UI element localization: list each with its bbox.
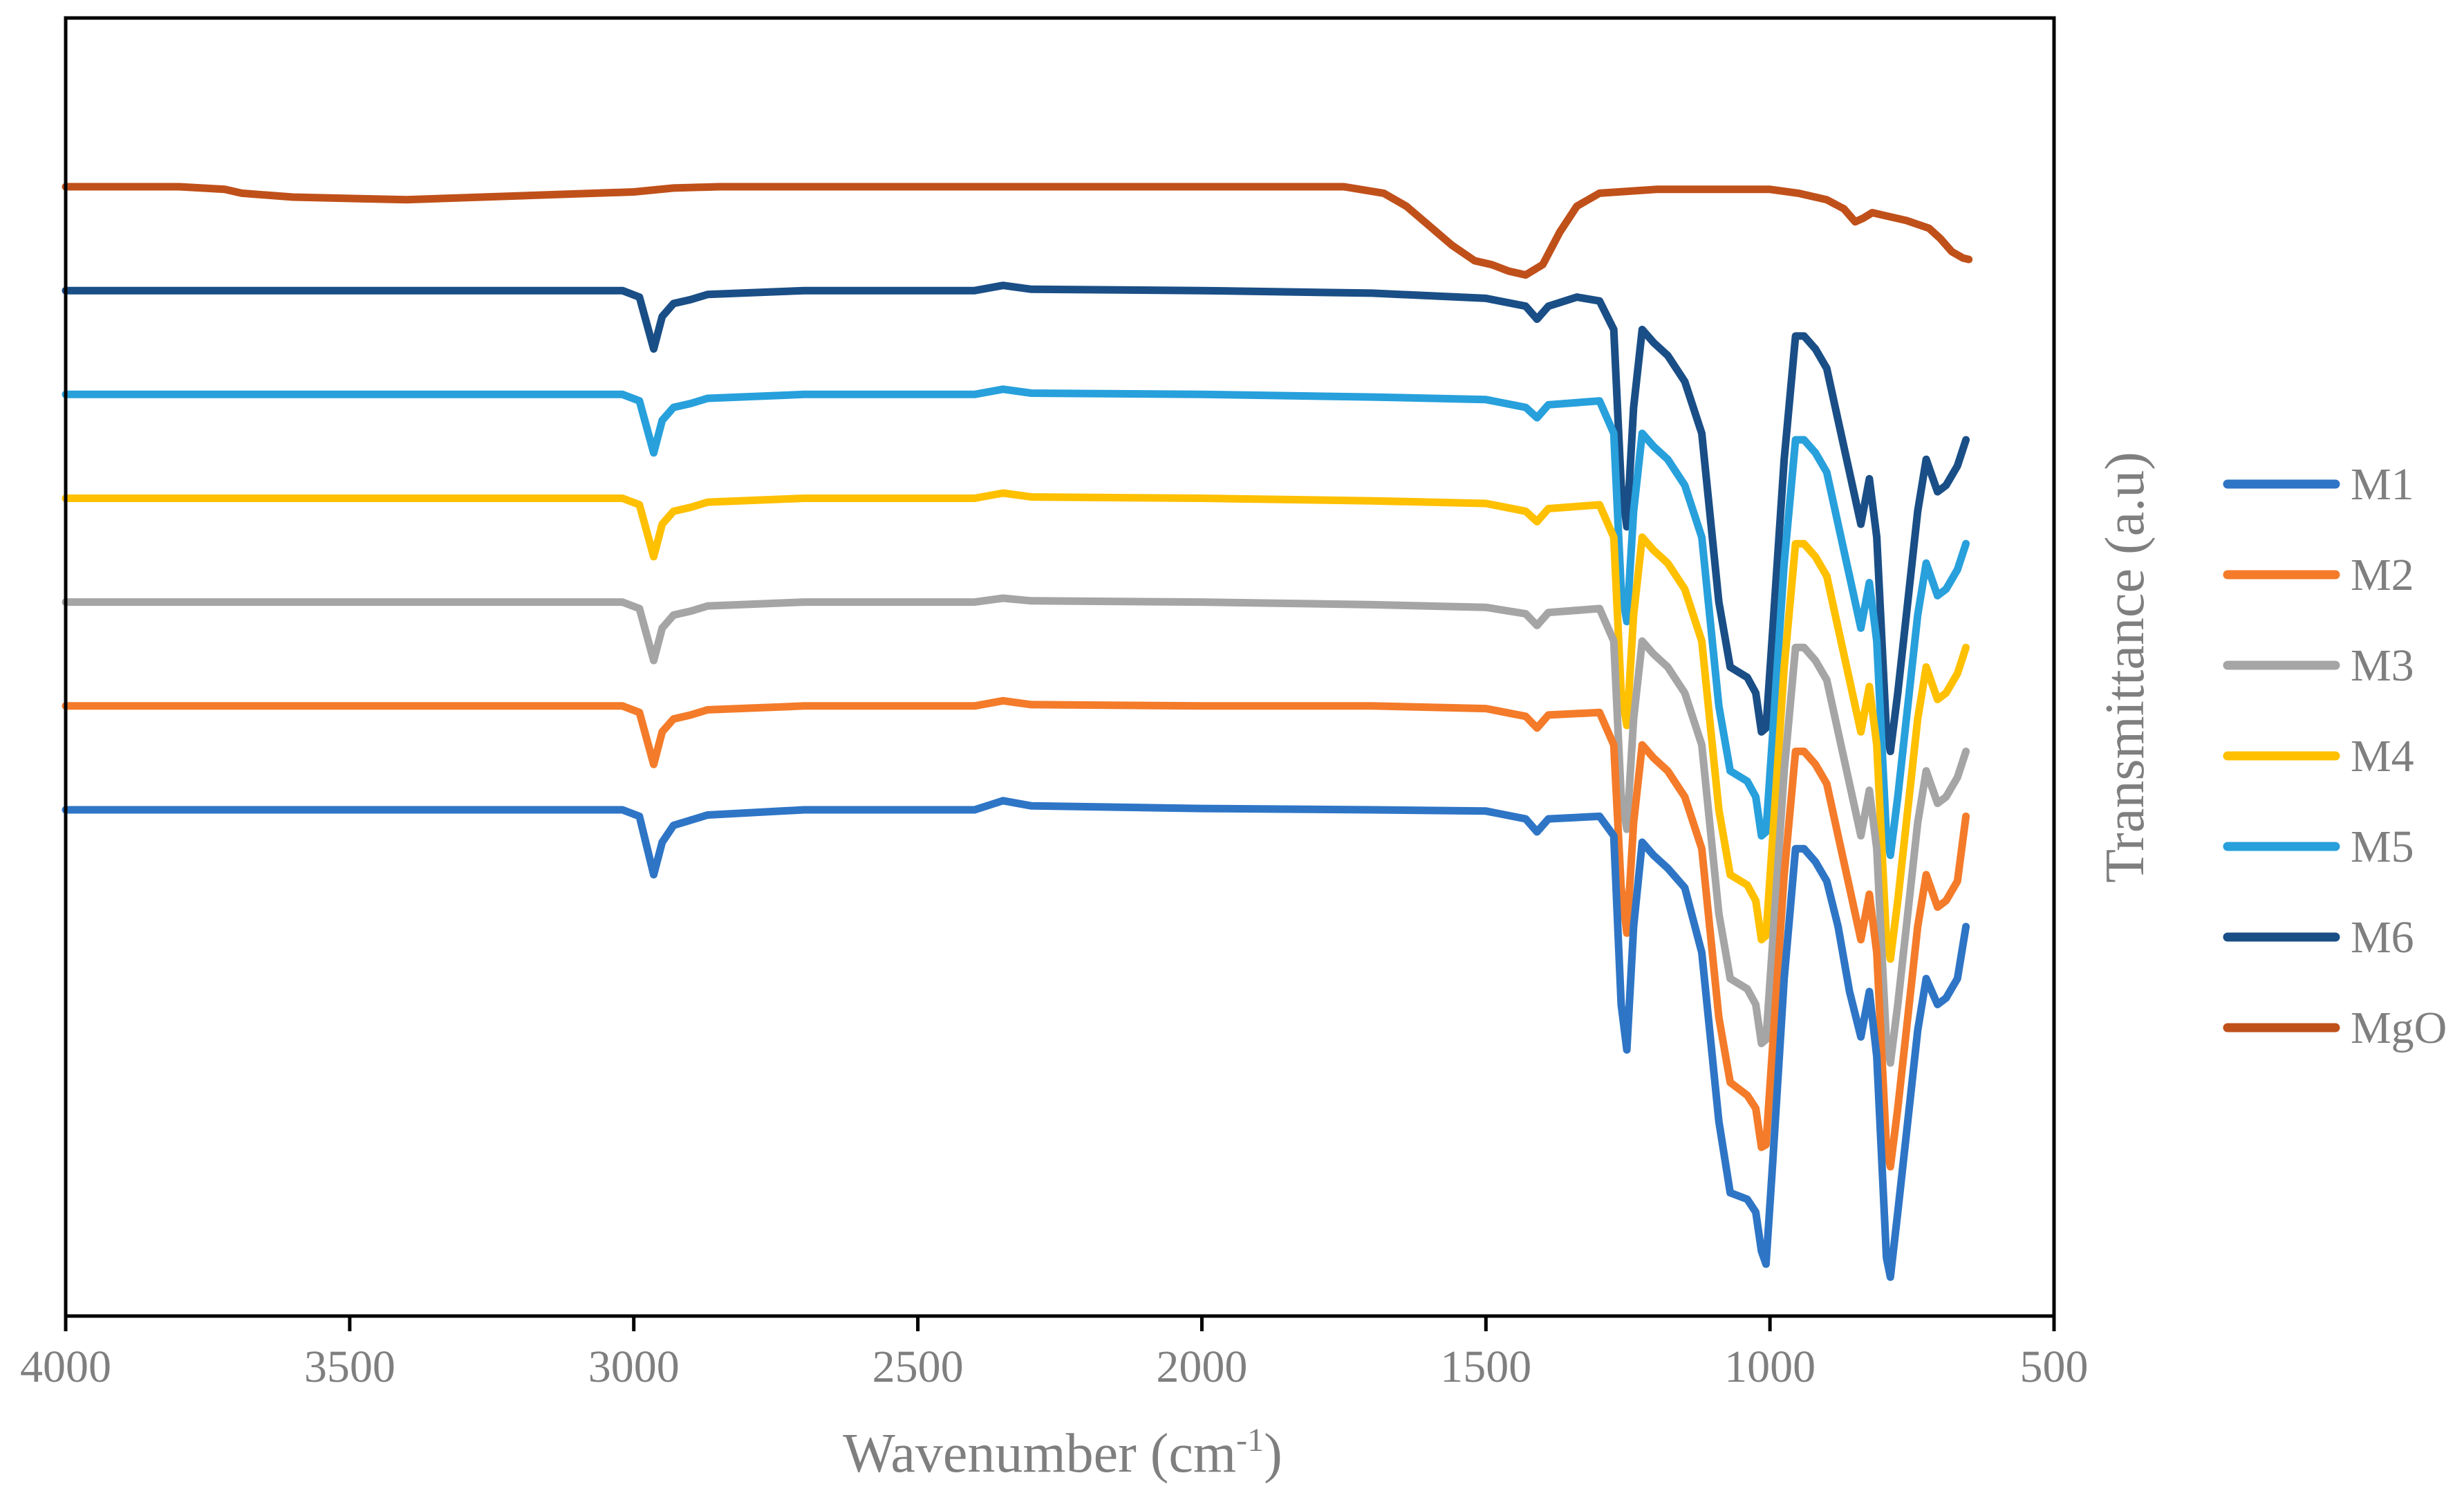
x-axis-title-close: ) — [1264, 1423, 1282, 1484]
series-line-m1 — [62, 797, 1970, 1281]
legend-label-m3: M3 — [2351, 640, 2414, 691]
x-tick-label-1000: 1000 — [1724, 1342, 1816, 1392]
legend: M1 M2 M3 M4 M5 M6 MgO — [2223, 459, 2447, 1053]
x-axis-title: Wavenumber (cm-1) — [843, 1422, 1282, 1484]
legend-label-m1: M1 — [2351, 459, 2414, 510]
x-tick-label-500: 500 — [2020, 1342, 2089, 1392]
legend-label-m6: M6 — [2351, 912, 2414, 963]
legend-label-mgo: MgO — [2351, 1003, 2447, 1053]
x-tick-label-3500: 3500 — [304, 1342, 395, 1392]
series-line-m4 — [62, 489, 1970, 963]
x-tick-label-1500: 1500 — [1440, 1342, 1531, 1392]
series-line-m6 — [62, 281, 1970, 755]
x-tick-label-4000: 4000 — [20, 1342, 111, 1392]
legend-label-m5: M5 — [2351, 822, 2414, 872]
x-axis-title-main: Wavenumber (cm — [843, 1423, 1236, 1484]
legend-label-m4: M4 — [2351, 731, 2414, 781]
x-axis-title-superscript: -1 — [1236, 1422, 1264, 1459]
series-line-m3 — [62, 594, 1970, 1067]
legend-label-m2: M2 — [2351, 550, 2414, 600]
series-line-mgo — [62, 183, 1973, 279]
x-tick-label-2000: 2000 — [1156, 1342, 1247, 1392]
x-tick-label-3000: 3000 — [588, 1342, 680, 1392]
y-axis-title: Transmittance (a.u) — [2095, 452, 2156, 883]
series-line-m5 — [62, 385, 1970, 860]
series-line-m2 — [62, 696, 1970, 1171]
series-layer — [62, 183, 1973, 1281]
x-axis-ticks: 4000 3500 3000 2500 2000 1500 1000 500 — [20, 1316, 2089, 1392]
plot-area-frame — [64, 16, 2056, 1318]
x-tick-label-2500: 2500 — [872, 1342, 964, 1392]
